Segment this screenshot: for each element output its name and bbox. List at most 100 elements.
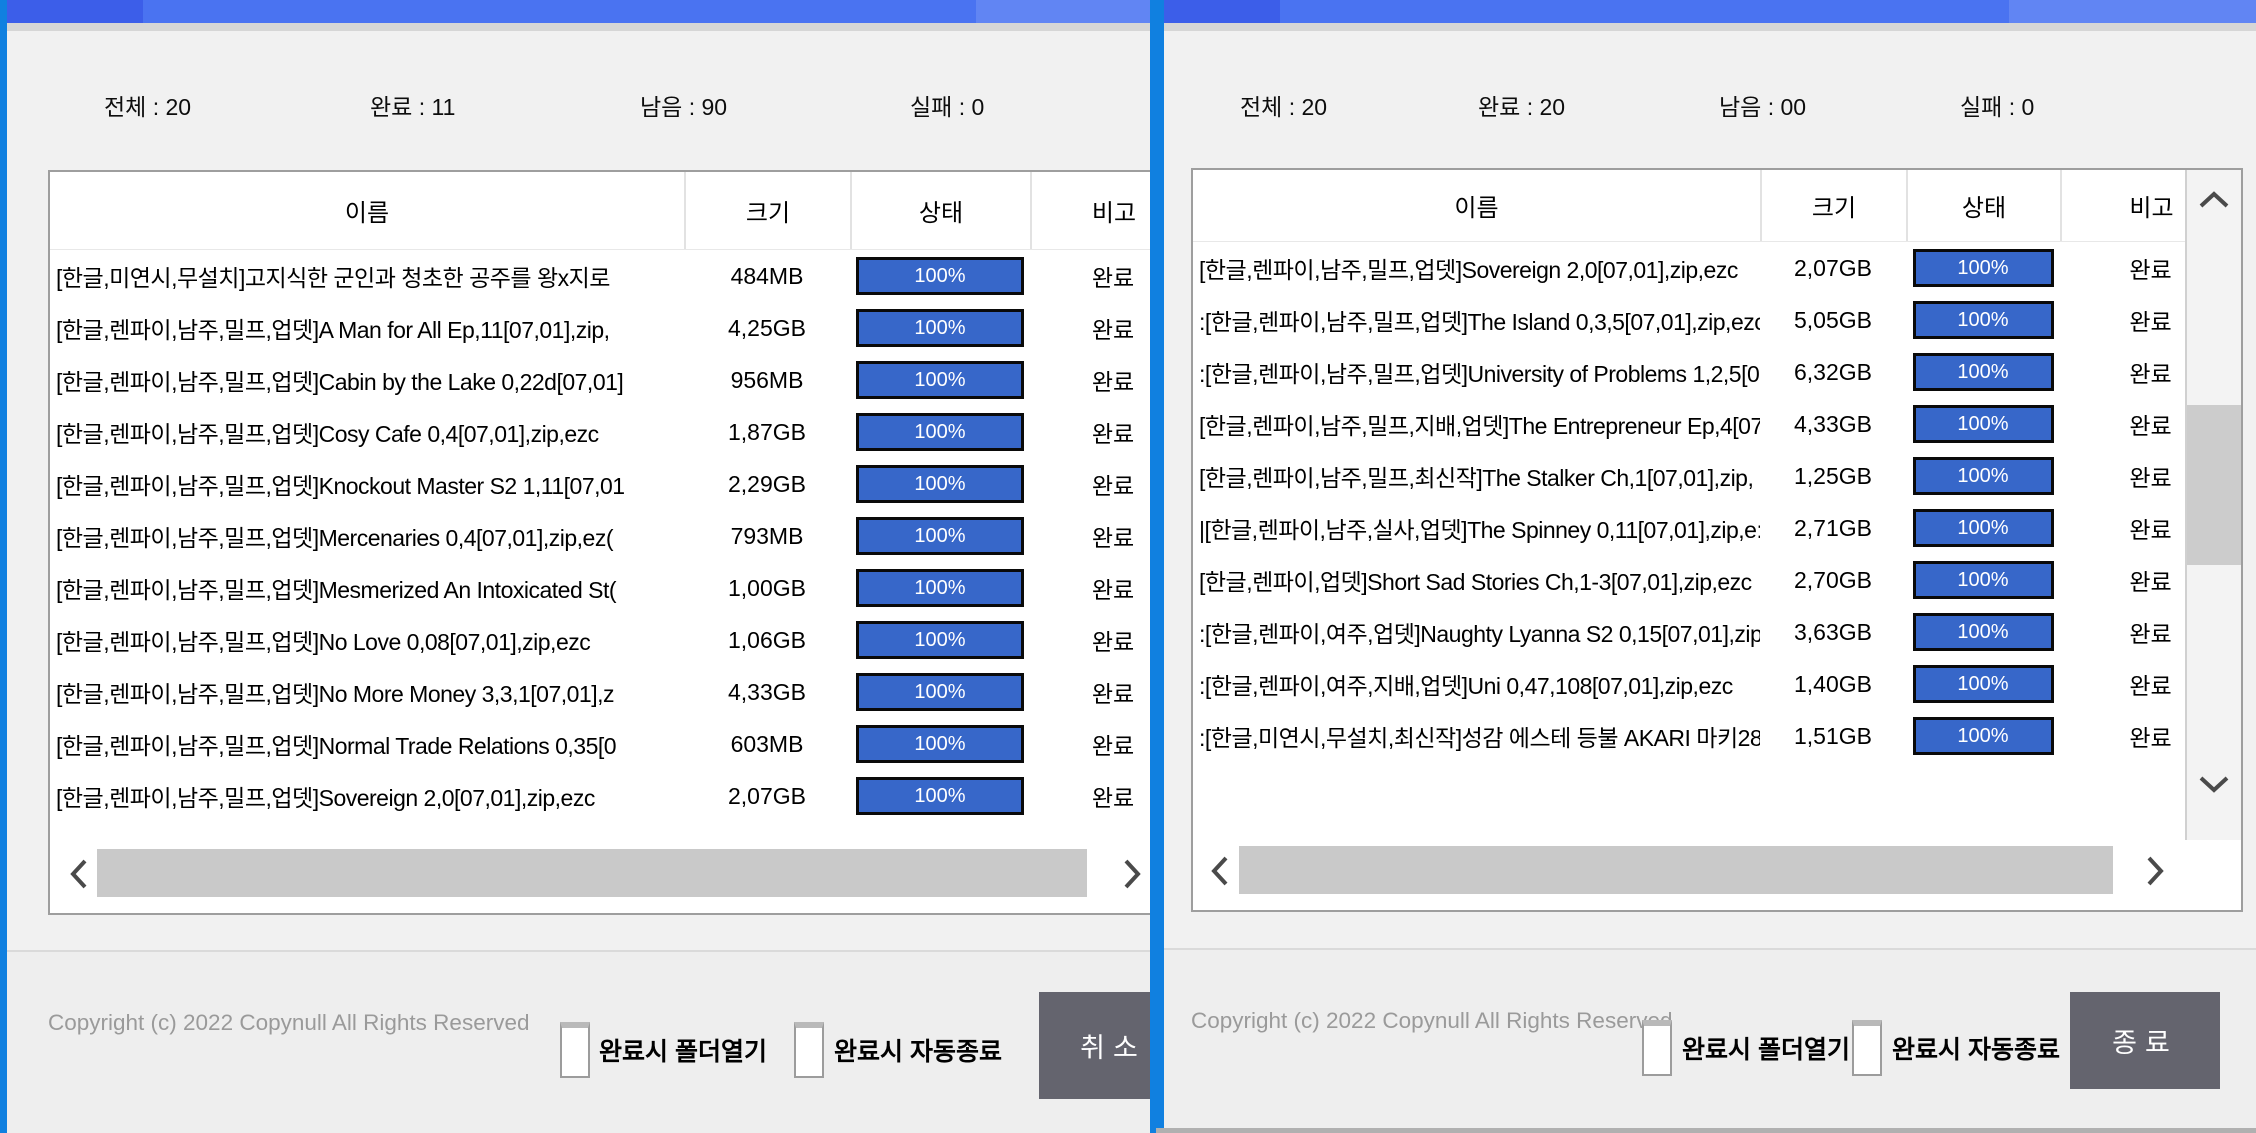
file-name: [한글,렌파이,남주,밀프,업뎃]Mesmerized An Intoxicat… (56, 577, 617, 603)
table-row[interactable]: :[한글,렌파이,남주,밀프,업뎃]University of Problems… (1193, 346, 2241, 398)
file-name: [한글,렌파이,남주,밀프,업뎃]Knockout Master S2 1,11… (56, 473, 625, 499)
file-size: 2,07GB (1794, 254, 1872, 281)
chevron-right-icon[interactable] (1119, 856, 1145, 892)
hscroll-thumb[interactable] (1239, 846, 2113, 894)
titlebar[interactable] (0, 0, 1156, 23)
auto-exit-label: 완료시 자동종료 (1892, 1036, 2060, 1064)
column-header-note[interactable]: 비고 (1030, 172, 1156, 249)
table-row[interactable]: :[한글,미연시,무설치,최신작]성감 에스테 등불 AKARI 마키28 1,5… (1193, 710, 2241, 762)
table-row[interactable]: [한글,렌파이,남주,밀프,업뎃]No More Money 3,3,1[07,… (50, 666, 1156, 718)
status-cell: 100% (850, 569, 1030, 607)
cancel-button[interactable]: 취소 (1039, 992, 1156, 1099)
horizontal-scrollbar[interactable] (1195, 840, 2239, 902)
status-note: 완료 (1091, 681, 1135, 707)
file-size: 2,70GB (1794, 566, 1872, 593)
column-header-size[interactable]: 크기 (684, 172, 850, 249)
progress-bar: 100% (856, 673, 1024, 711)
file-size: 1,25GB (1794, 462, 1872, 489)
table-row[interactable]: :[한글,렌파이,남주,밀프,업뎃]The Island 0,3,5[07,01… (1193, 294, 2241, 346)
column-header-status[interactable]: 상태 (1906, 170, 2060, 241)
file-size: 484MB (730, 262, 804, 289)
window-top-strip (0, 23, 1156, 31)
status-note: 완료 (2129, 517, 2172, 543)
vscroll-thumb[interactable] (2187, 405, 2241, 565)
chevron-left-icon[interactable] (1207, 853, 1233, 889)
file-size: 4,33GB (728, 678, 806, 705)
file-name: :[한글,렌파이,여주,지배,업뎃]Uni 0,47,108[07,01],zi… (1199, 673, 1733, 699)
column-header-name[interactable]: 이름 (344, 200, 390, 227)
progress-label: 100% (914, 264, 966, 287)
progress-bar: 100% (1912, 509, 2054, 547)
stat-remaining: 남음 : 90 (640, 94, 728, 120)
hscroll-thumb[interactable] (97, 849, 1087, 897)
progress-label: 100% (1957, 412, 2009, 435)
status-cell: 100% (1906, 405, 2060, 443)
file-size: 3,63GB (1794, 618, 1872, 645)
table-row[interactable]: [한글,렌파이,남주,밀프,업뎃]Mesmerized An Intoxicat… (50, 562, 1156, 614)
stat-remaining: 남음 : 00 (1719, 94, 1807, 120)
table-row[interactable]: [한글,렌파이,남주,밀프,업뎃]Cosy Cafe 0,4[07,01],zi… (50, 406, 1156, 458)
progress-label: 100% (914, 784, 966, 807)
table-row[interactable]: [한글,렌파이,업뎃]Short Sad Stories Ch,1-3[07,0… (1193, 554, 2241, 606)
table-row[interactable]: :[한글,렌파이,여주,업뎃]Naughty Lyanna S2 0,15[07… (1193, 606, 2241, 658)
chevron-right-icon[interactable] (2142, 853, 2168, 889)
status-note: 완료 (1091, 733, 1135, 759)
table-row[interactable]: [한글,렌파이,남주,밀프,업뎃]A Man for All Ep,11[07,… (50, 302, 1156, 354)
table-row[interactable]: [한글,렌파이,남주,밀프,지배,업뎃]The Entrepreneur Ep,… (1193, 398, 2241, 450)
column-header-size[interactable]: 크기 (1760, 170, 1906, 241)
status-cell: 100% (1906, 717, 2060, 755)
titlebar-segment (1156, 0, 1280, 23)
open-folder-checkbox[interactable] (560, 1022, 590, 1078)
file-name: :[한글,렌파이,여주,업뎃]Naughty Lyanna S2 0,15[07… (1199, 621, 1760, 647)
chevron-left-icon[interactable] (66, 856, 92, 892)
stat-complete: 완료 : 11 (370, 94, 456, 120)
chevron-down-icon[interactable] (2194, 770, 2234, 798)
status-note: 완료 (2129, 673, 2172, 699)
titlebar[interactable] (1156, 0, 2256, 23)
table-row[interactable]: [한글,렌파이,남주,밀프,업뎃]Mercenaries 0,4[07,01],… (50, 510, 1156, 562)
progress-label: 100% (914, 420, 966, 443)
column-header-note[interactable]: 비고 (2060, 170, 2241, 241)
file-size: 1,40GB (1794, 670, 1872, 697)
open-folder-checkbox[interactable] (1642, 1020, 1672, 1076)
progress-label: 100% (914, 628, 966, 651)
stat-complete: 완료 : 20 (1478, 94, 1566, 120)
status-cell: 100% (850, 621, 1030, 659)
table-row[interactable]: :[한글,렌파이,여주,지배,업뎃]Uni 0,47,108[07,01],zi… (1193, 658, 2241, 710)
table-row[interactable]: [한글,렌파이,남주,밀프,업뎃]Sovereign 2,0[07,01],zi… (50, 770, 1156, 822)
auto-exit-checkbox[interactable] (794, 1022, 824, 1078)
file-name: [한글,렌파이,남주,밀프,업뎃]No Love 0,08[07,01],zip… (56, 629, 591, 655)
progress-label: 100% (914, 472, 966, 495)
table-row[interactable]: [한글,렌파이,남주,밀프,업뎃]Cabin by the Lake 0,22d… (50, 354, 1156, 406)
table-row[interactable]: [한글,미연시,무설치]고지식한 군인과 청초한 공주를 왕x지로 484MB 10… (50, 250, 1156, 302)
progress-label: 100% (1957, 256, 2009, 279)
status-cell: 100% (1906, 353, 2060, 391)
exit-button[interactable]: 종료 (2070, 992, 2220, 1089)
footer: Copyright (c) 2022 Copynull All Rights R… (1164, 948, 2256, 1133)
progress-label: 100% (914, 732, 966, 755)
column-header-name[interactable]: 이름 (1454, 195, 1499, 222)
progress-bar: 100% (1912, 717, 2054, 755)
vertical-scrollbar[interactable] (2185, 170, 2241, 840)
status-note: 완료 (1091, 265, 1135, 291)
column-header-status[interactable]: 상태 (850, 172, 1030, 249)
file-name: [한글,렌파이,남주,밀프,최신작]The Stalker Ch,1[07,01… (1199, 465, 1754, 491)
progress-label: 100% (914, 576, 966, 599)
table-row[interactable]: [한글,렌파이,남주,밀프,최신작]The Stalker Ch,1[07,01… (1193, 450, 2241, 502)
auto-exit-checkbox[interactable] (1852, 1020, 1882, 1076)
table-row[interactable]: [한글,렌파이,남주,밀프,업뎃]No Love 0,08[07,01],zip… (50, 614, 1156, 666)
status-note: 완료 (1091, 473, 1135, 499)
progress-label: 100% (914, 316, 966, 339)
file-name: [한글,렌파이,남주,밀프,지배,업뎃]The Entrepreneur Ep,… (1199, 413, 1760, 439)
status-cell: 100% (1906, 665, 2060, 703)
download-table: 이름 크기 상태 비고 [한글,미연시,무설치]고지식한 군인과 청초한 공주를… (48, 170, 1156, 915)
status-note: 완료 (2129, 361, 2172, 387)
chevron-up-icon[interactable] (2194, 186, 2234, 214)
table-row[interactable]: |[한글,렌파이,남주,실사,업뎃]The Spinney 0,11[07,01… (1193, 502, 2241, 554)
horizontal-scrollbar[interactable] (52, 843, 1156, 905)
table-row[interactable]: [한글,렌파이,남주,밀프,업뎃]Sovereign 2,0[07,01],zi… (1193, 242, 2241, 294)
progress-bar: 100% (1912, 249, 2054, 287)
progress-label: 100% (914, 680, 966, 703)
table-row[interactable]: [한글,렌파이,남주,밀프,업뎃]Normal Trade Relations … (50, 718, 1156, 770)
table-row[interactable]: [한글,렌파이,남주,밀프,업뎃]Knockout Master S2 1,11… (50, 458, 1156, 510)
